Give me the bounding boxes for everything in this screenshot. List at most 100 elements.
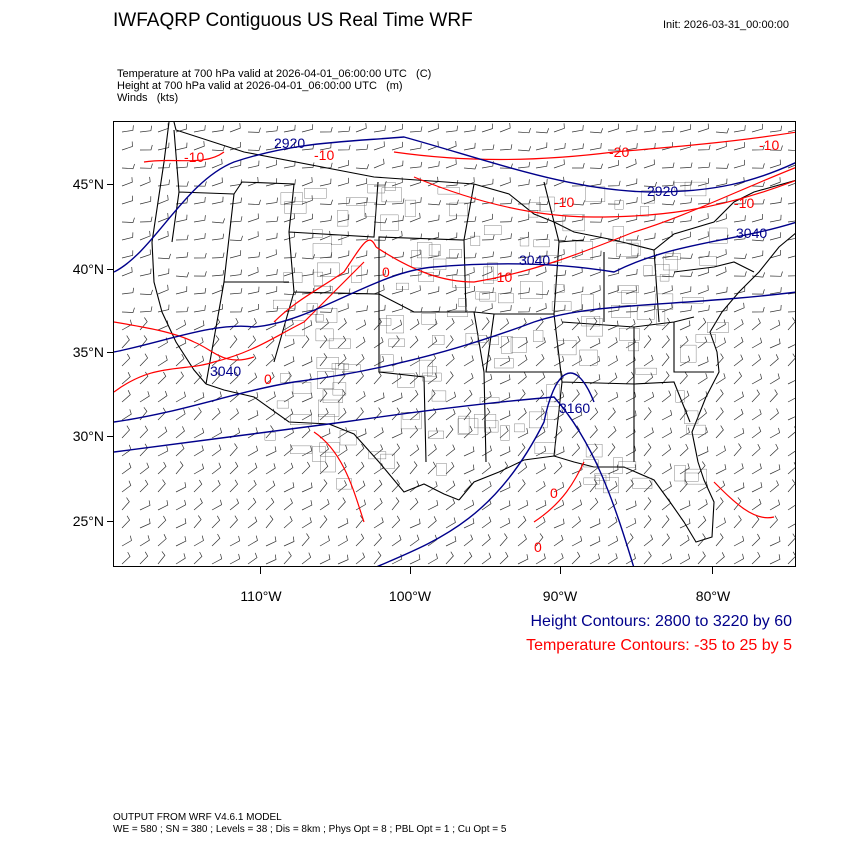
wind-barb (445, 213, 457, 223)
wind-barb (751, 354, 762, 367)
county-cell (474, 414, 497, 429)
wind-barb (751, 533, 761, 547)
temp-label-10: 0 (550, 485, 558, 501)
wind-barb (373, 498, 383, 511)
wind-barb (679, 231, 691, 241)
lon-tick (410, 567, 411, 574)
wind-barb (661, 180, 675, 187)
wind-barb (607, 535, 619, 547)
county-cell (312, 446, 326, 462)
wind-barb (319, 268, 332, 277)
wind-barb (139, 176, 151, 187)
wind-barb (607, 498, 618, 511)
height-label-4: 3040 (736, 225, 767, 241)
wind-barb (121, 307, 135, 313)
lon-tick (560, 567, 561, 574)
lon-label-110w: 110°W (240, 588, 282, 604)
wind-barb (121, 125, 134, 133)
county-cell (319, 442, 340, 453)
county-cell (617, 285, 639, 293)
wind-barb (427, 481, 438, 493)
county-cell (487, 262, 498, 281)
wind-barb (445, 303, 457, 313)
wind-barb (409, 249, 421, 259)
wind-barb (553, 235, 567, 241)
wind-barb (679, 141, 691, 151)
wind-barb (535, 533, 544, 547)
wind-barb (193, 355, 204, 367)
wind-barb (679, 197, 693, 205)
wind-barb (697, 551, 706, 565)
wind-barb (409, 389, 419, 403)
wind-barb (643, 534, 654, 547)
county-cell (312, 229, 323, 238)
wind-barb (697, 461, 706, 475)
wind-barb (589, 425, 598, 439)
county-cell (411, 250, 422, 268)
wind-barb (391, 335, 400, 349)
wind-barb (301, 517, 312, 529)
wind-barb (283, 179, 296, 187)
wind-barb (301, 533, 310, 547)
wind-barb (319, 251, 333, 259)
wind-barb (463, 534, 474, 547)
county-cell (519, 237, 530, 247)
wind-barb (535, 161, 548, 169)
wind-barb (787, 533, 795, 547)
wind-barb (517, 554, 529, 565)
county-cell (343, 364, 361, 372)
wind-barb (751, 250, 764, 259)
wind-barb (193, 141, 205, 151)
wind-barb (211, 371, 220, 385)
wind-barb (517, 408, 527, 421)
wind-barb (211, 499, 223, 511)
wind-barb (553, 197, 566, 205)
height-label-6: 3160 (559, 400, 590, 416)
wind-barb (481, 234, 495, 241)
wind-barb (121, 250, 134, 259)
wind-barb (535, 317, 544, 331)
wind-barb (355, 552, 366, 565)
county-cell (422, 372, 442, 382)
county-cell (665, 253, 681, 260)
wind-barb (769, 554, 781, 565)
wind-barb (679, 500, 691, 511)
wind-barb (355, 461, 365, 475)
atlantic-coast (691, 232, 795, 463)
wind-barb (247, 176, 259, 187)
wind-barb (517, 534, 527, 547)
wind-barb (661, 162, 675, 169)
wind-barb (175, 408, 186, 421)
wind-barb (139, 268, 152, 277)
wind-barb (643, 407, 652, 421)
wind-barb (535, 553, 546, 565)
wind-barb (355, 407, 364, 421)
wind-barb (607, 123, 619, 133)
wind-barb (535, 353, 545, 367)
wind-barb (535, 199, 549, 205)
wind-barb (697, 213, 709, 223)
wind-barb (301, 124, 314, 133)
wind-barb (211, 304, 223, 313)
wind-barb (175, 234, 189, 241)
county-cell (284, 201, 307, 214)
wind-barb (697, 391, 708, 403)
wind-barb (157, 142, 170, 151)
county-cell (579, 349, 598, 366)
wind-barb (391, 461, 400, 475)
wind-barb (553, 518, 565, 529)
wind-barb (445, 498, 456, 511)
wind-barb (733, 515, 742, 529)
wind-barb (121, 353, 131, 367)
wind-barb (355, 391, 366, 403)
wind-barb (751, 337, 763, 349)
wind-barb (535, 481, 546, 493)
wind-barb (427, 161, 440, 169)
wind-barb (571, 335, 581, 349)
wind-barb (661, 302, 673, 313)
county-cell (337, 210, 349, 227)
wind-barb (733, 198, 747, 205)
wind-barb (211, 233, 225, 241)
county-cell (419, 359, 433, 376)
wind-barb (481, 552, 492, 565)
